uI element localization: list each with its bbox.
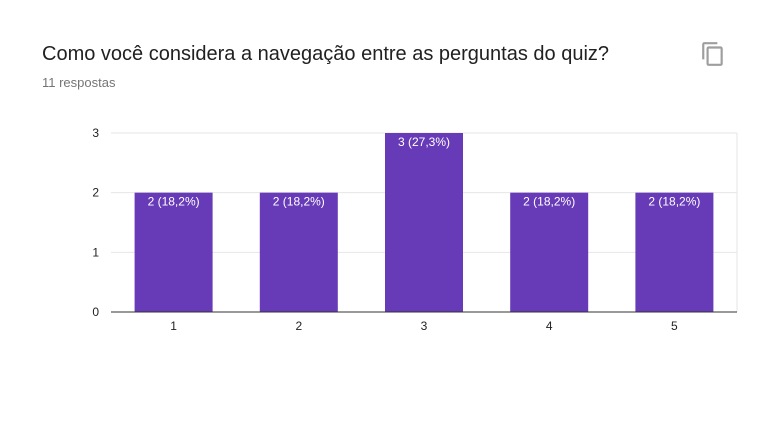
bar[interactable]	[385, 133, 463, 312]
bar-data-label: 2 (18,2%)	[648, 195, 700, 209]
bar[interactable]	[134, 192, 213, 312]
bar-data-label: 2 (18,2%)	[273, 195, 325, 209]
x-tick-label: 3	[421, 319, 428, 333]
copy-icon	[702, 42, 723, 66]
x-tick-label: 4	[546, 319, 553, 333]
y-tick-label: 3	[92, 126, 99, 140]
y-tick-label: 1	[92, 245, 99, 259]
question-title: Como você considera a navegação entre as…	[42, 43, 610, 65]
bar[interactable]	[635, 192, 714, 312]
x-tick-label: 5	[671, 319, 678, 333]
bar-data-label: 3 (27,3%)	[398, 135, 450, 149]
y-tick-label: 2	[92, 186, 99, 200]
bar-data-label: 2 (18,2%)	[523, 195, 575, 209]
x-tick-label: 1	[170, 319, 177, 333]
response-count: 11 respostas	[42, 75, 116, 90]
copy-button[interactable]	[700, 41, 726, 67]
x-tick-label: 2	[295, 319, 302, 333]
y-tick-label: 0	[92, 305, 99, 319]
bar-data-label: 2 (18,2%)	[148, 195, 200, 209]
bar[interactable]	[259, 192, 338, 312]
bar[interactable]	[510, 192, 589, 312]
